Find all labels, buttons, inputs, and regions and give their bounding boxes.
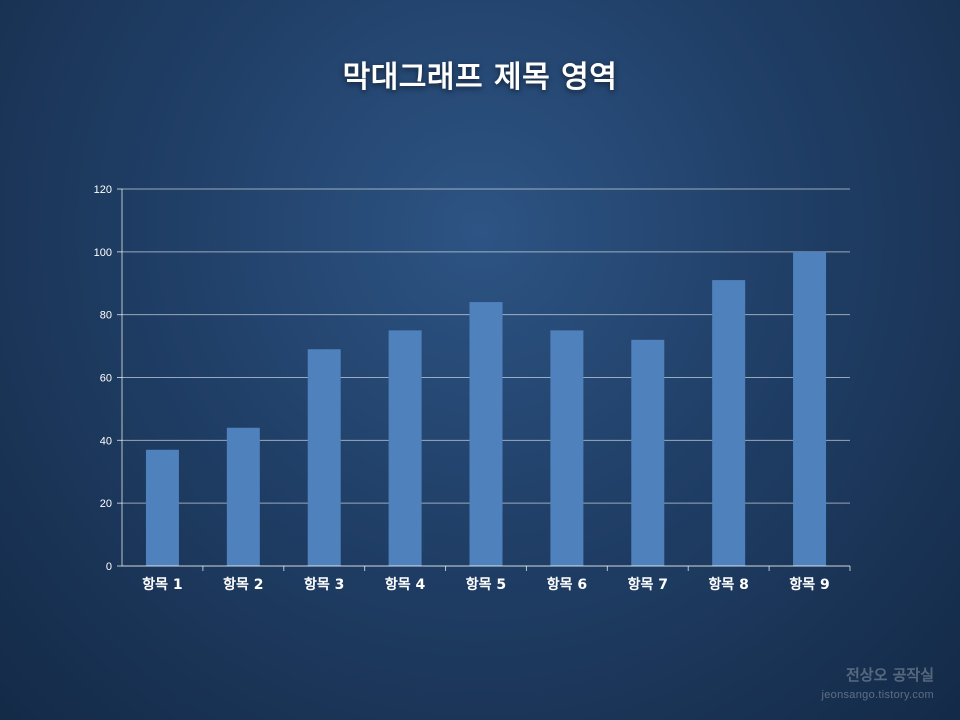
x-tick-label: 항목 8: [708, 576, 748, 593]
y-tick-label: 120: [94, 184, 112, 196]
bar: [793, 251, 827, 567]
bar: [307, 349, 341, 566]
x-tick-label: 항목 3: [304, 576, 344, 593]
x-axis: 항목 1 항목 2 항목 3 항목 4 항목 5 항목 6 항목 7 항목 8 항목 9: [122, 565, 851, 593]
y-tick-label: 40: [100, 435, 112, 447]
bars: [145, 251, 827, 567]
y-tick-label: 80: [100, 310, 112, 322]
watermark-url: jeonsango.tistory.com: [821, 689, 934, 701]
bar: [145, 449, 179, 566]
y-axis: 0 20 40 60 80 100 120: [94, 184, 123, 573]
y-tick-label: 0: [106, 561, 112, 573]
y-tick-label: 60: [100, 373, 112, 385]
bar: [226, 427, 260, 566]
bar: [712, 280, 746, 566]
y-tick-label: 20: [100, 498, 112, 510]
bar: [388, 330, 422, 566]
bar: [550, 330, 584, 566]
y-tick-label: 100: [94, 247, 112, 259]
x-tick-label: 항목 9: [789, 576, 829, 593]
x-tick-label: 항목 4: [385, 576, 426, 593]
x-tick-label: 항목 6: [547, 576, 587, 593]
x-tick-label: 항목 1: [142, 576, 182, 593]
x-tick-label: 항목 7: [628, 576, 668, 593]
bar: [469, 302, 503, 566]
chart-title: 막대그래프 제목 영역: [342, 60, 618, 95]
bar: [631, 339, 665, 566]
x-tick-label: 항목 2: [223, 576, 263, 593]
x-tick-label: 항목 5: [466, 576, 506, 593]
watermark-name: 전상오 공작실: [845, 666, 934, 684]
